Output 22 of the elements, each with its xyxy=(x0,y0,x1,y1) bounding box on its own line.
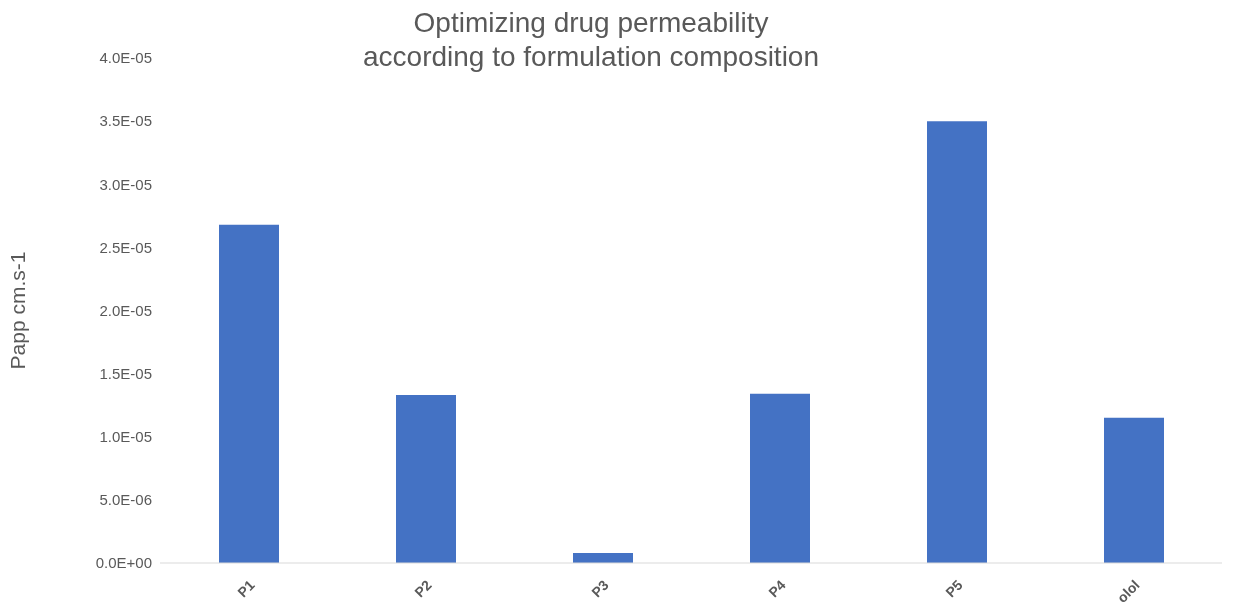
y-tick-label: 0.0E+00 xyxy=(95,554,152,572)
y-tick-label: 1.5E-05 xyxy=(99,364,152,382)
y-tick-label: 3.0E-05 xyxy=(99,175,152,193)
bar xyxy=(927,121,987,563)
x-tick-label: P2 xyxy=(411,576,435,601)
x-tick-label: P3 xyxy=(588,576,612,601)
y-axis-title: Papp cm.s-1 xyxy=(6,251,30,370)
bar xyxy=(750,393,810,563)
x-tick-label: P1 xyxy=(234,576,258,601)
y-tick-label: 2.5E-05 xyxy=(99,238,152,256)
bar xyxy=(1104,417,1164,563)
y-tick-label: 3.5E-05 xyxy=(99,112,152,130)
bar xyxy=(396,395,456,563)
y-tick-label: 1.0E-05 xyxy=(99,428,152,446)
bar xyxy=(219,224,279,563)
y-tick-label: 4.0E-05 xyxy=(99,49,152,67)
y-tick-label: 5.0E-06 xyxy=(99,491,152,509)
chart-title: Optimizing drug permeability according to formulation composition xyxy=(362,6,820,74)
x-tick-label: olol xyxy=(1113,576,1143,606)
x-tick-label: P5 xyxy=(942,576,966,601)
y-tick-label: 2.0E-05 xyxy=(99,301,152,319)
x-tick-label: P4 xyxy=(765,576,789,601)
